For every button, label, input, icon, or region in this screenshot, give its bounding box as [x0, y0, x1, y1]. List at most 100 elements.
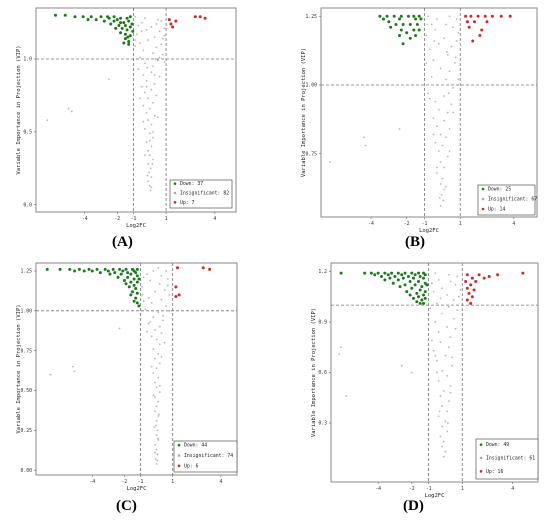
data-point-insignificant	[441, 369, 443, 372]
data-point-insignificant	[340, 346, 342, 349]
data-point-down	[422, 301, 426, 305]
data-point-insignificant	[457, 78, 460, 81]
y-tick-label: 0.6	[318, 370, 327, 376]
data-point-insignificant	[152, 136, 154, 139]
data-point-insignificant	[150, 145, 153, 148]
data-point-insignificant	[150, 71, 153, 74]
data-point-down	[396, 271, 400, 275]
data-point-insignificant	[436, 166, 438, 169]
legend-marker	[173, 191, 177, 195]
data-point-insignificant	[441, 287, 443, 290]
data-point-down	[135, 274, 139, 278]
data-point-insignificant	[139, 42, 141, 44]
data-point-insignificant	[157, 18, 159, 21]
data-point-down	[103, 267, 107, 271]
data-point-insignificant	[432, 59, 435, 62]
data-point-insignificant	[446, 326, 449, 328]
y-axis-label: Variable Importance in Projection (VIP)	[16, 304, 22, 433]
data-point-down	[120, 26, 124, 30]
data-point-insignificant	[434, 321, 437, 323]
data-point-down	[422, 293, 426, 297]
data-point-up	[465, 298, 469, 302]
data-point-insignificant	[149, 279, 152, 282]
data-point-up	[469, 283, 473, 287]
data-point-insignificant	[436, 172, 438, 174]
data-point-insignificant	[437, 150, 440, 152]
data-point-insignificant	[152, 65, 154, 68]
data-point-down	[412, 14, 416, 18]
data-point-insignificant	[160, 20, 163, 23]
data-point-insignificant	[134, 44, 137, 47]
data-point-insignificant	[142, 300, 145, 303]
data-point-down	[114, 26, 118, 30]
data-point-insignificant	[139, 56, 141, 59]
y-tick-label: 0.3	[318, 421, 327, 427]
data-point-down	[137, 277, 141, 281]
data-point-insignificant	[447, 400, 450, 403]
data-point-up	[469, 14, 473, 18]
data-point-up	[490, 14, 494, 18]
panel-c: -4 -2 -1 1 4 0.00 0.25 0.50 0.75 1.00 1.25 Log2FC Va…	[0, 258, 275, 520]
data-point-insignificant	[444, 354, 447, 357]
data-point-insignificant	[154, 290, 156, 293]
y-tick-label: 1.00	[305, 83, 317, 89]
x-tick-label: 1	[165, 216, 168, 222]
data-point-up	[198, 15, 202, 19]
data-point-insignificant	[160, 298, 163, 301]
data-point-insignificant	[145, 28, 148, 31]
panel-a: -4 -2 -1 1 4 0.0 0.5 1.0 Log2FC Variable Importan…	[0, 0, 275, 260]
data-point-insignificant	[150, 176, 153, 178]
data-point-insignificant	[161, 37, 164, 40]
data-point-down	[73, 269, 77, 273]
legend-marker	[173, 201, 177, 204]
data-point-insignificant	[428, 97, 431, 100]
data-point-insignificant	[427, 15, 430, 18]
data-point-insignificant	[437, 42, 440, 45]
data-point-insignificant	[158, 362, 161, 365]
data-point-insignificant	[139, 97, 141, 100]
data-point-insignificant	[437, 331, 440, 333]
y-tick-label: 0.00	[20, 468, 32, 474]
data-point-down	[363, 271, 367, 275]
data-point-insignificant	[455, 18, 458, 20]
data-point-insignificant	[155, 338, 158, 341]
data-point-insignificant	[437, 278, 440, 281]
data-point-insignificant	[67, 107, 70, 110]
data-point-down	[113, 271, 117, 275]
data-point-down	[403, 271, 407, 275]
data-point-insignificant	[155, 405, 158, 408]
data-point-insignificant	[452, 299, 455, 301]
y-axis-label: Variable Importance in Projection (VIP)	[311, 308, 317, 437]
data-point-insignificant	[449, 336, 452, 339]
data-point-up	[477, 273, 481, 277]
data-point-insignificant	[150, 335, 153, 338]
data-point-down	[420, 298, 424, 302]
legend-marker	[479, 443, 483, 446]
data-point-insignificant	[438, 410, 441, 413]
data-point-down	[127, 42, 131, 46]
data-point-insignificant	[158, 384, 161, 387]
data-point-down	[54, 13, 58, 17]
data-point-insignificant	[455, 40, 458, 42]
data-point-down	[413, 283, 417, 287]
data-point-up	[470, 276, 474, 280]
data-point-up	[467, 25, 471, 29]
data-point-up	[464, 14, 468, 18]
data-point-down	[378, 14, 382, 18]
data-point-up	[473, 20, 477, 24]
data-point-insignificant	[429, 307, 432, 310]
data-point-insignificant	[150, 88, 153, 91]
data-point-insignificant	[147, 119, 150, 122]
data-point-insignificant	[432, 133, 435, 136]
data-point-insignificant	[329, 161, 331, 163]
data-point-insignificant	[437, 108, 440, 111]
data-point-insignificant	[148, 139, 151, 142]
data-point-insignificant	[140, 85, 143, 88]
data-point-down	[130, 22, 134, 26]
data-point-down	[128, 25, 132, 29]
data-point-insignificant	[158, 391, 161, 394]
data-point-insignificant	[458, 295, 460, 298]
legend-entry: Up: 14	[488, 207, 505, 213]
data-point-insignificant	[442, 390, 445, 392]
data-point-down	[369, 271, 373, 275]
